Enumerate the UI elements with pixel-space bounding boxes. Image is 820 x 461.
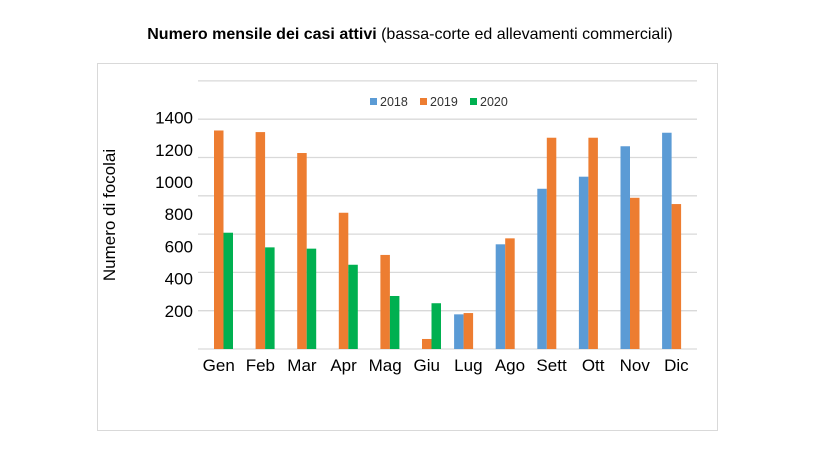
x-tick-label: Dic [664, 356, 689, 375]
bar-2018-Sett [537, 188, 547, 349]
y-tick-label: 600 [165, 237, 193, 256]
y-tick-label: 800 [165, 205, 193, 224]
legend-swatch-2019 [420, 98, 427, 105]
title-bold: Numero mensile dei casi attivi [147, 26, 377, 43]
legend-label-2018: 2018 [380, 95, 408, 109]
legend-swatch-2020 [470, 98, 477, 105]
bar-2020-Mar [306, 248, 317, 349]
bar-2020-Mag [389, 295, 400, 349]
bar-2018-Nov [620, 146, 630, 349]
bar-2018-Ott [578, 176, 589, 349]
x-tick-label: Mag [369, 356, 402, 375]
x-tick-label: Mar [287, 356, 317, 375]
bar-2020-Gen [223, 232, 233, 349]
bar-2018-Dic [662, 132, 672, 349]
bar-2019-Feb [255, 132, 266, 349]
bar-2019-Giu [422, 338, 432, 349]
legend-swatch-2018 [370, 98, 377, 105]
legend-label-2019: 2019 [430, 95, 458, 109]
chart-title: Numero mensile dei casi attivi (bassa-co… [0, 26, 820, 44]
y-tick-label: 1200 [155, 141, 193, 160]
legend-label-2020: 2020 [480, 95, 508, 109]
bar-2019-Apr [338, 212, 349, 349]
bar-2019-Lug [463, 313, 474, 349]
bar-2020-Giu [431, 303, 441, 349]
bar-2019-Mar [297, 153, 307, 349]
bar-2019-Ott [588, 137, 598, 349]
bar-2020-Feb [265, 247, 275, 349]
x-tick-label: Lug [454, 356, 482, 375]
y-tick-label: 200 [165, 302, 193, 321]
x-tick-label: Sett [536, 356, 567, 375]
bar-2019-Dic [671, 204, 682, 349]
bar-2019-Ago [505, 238, 515, 349]
bar-2018-Lug [454, 314, 464, 349]
bar-2020-Apr [348, 264, 358, 349]
bar-2019-Nov [630, 197, 640, 349]
bar-2019-Gen [214, 130, 224, 349]
bar-2019-Sett [546, 137, 557, 349]
x-tick-label: Gen [203, 356, 235, 375]
x-tick-label: Feb [246, 356, 275, 375]
title-rest: (bassa-corte ed allevamenti commerciali) [376, 26, 673, 43]
chart-frame [97, 63, 718, 431]
x-tick-label: Nov [620, 356, 651, 375]
x-tick-label: Ott [582, 356, 605, 375]
y-tick-label: 1400 [155, 109, 193, 128]
y-tick-label: 1000 [155, 173, 193, 192]
x-tick-label: Giu [414, 356, 440, 375]
x-tick-label: Ago [495, 356, 525, 375]
y-tick-label: 400 [165, 270, 193, 289]
bar-2018-Ago [495, 244, 506, 349]
bar-2019-Mag [380, 254, 390, 349]
x-tick-label: Apr [330, 356, 357, 375]
